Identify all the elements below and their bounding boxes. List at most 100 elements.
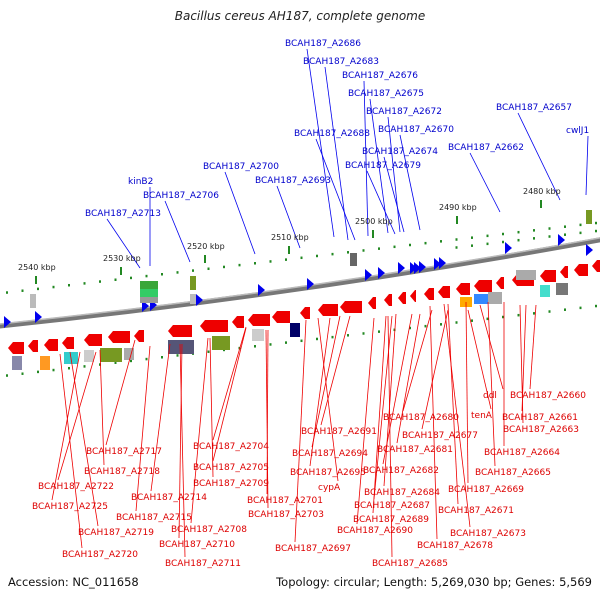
reverse-gene-arrow (592, 260, 600, 272)
reverse-leader-line (402, 309, 433, 412)
forward-gene-label-bcah187-a2700: BCAH187_A2700 (203, 162, 279, 172)
forward-gene-label-bcah187-a2686: BCAH187_A2686 (285, 39, 361, 49)
reverse-leader-line (178, 343, 183, 539)
reverse-gene-arrow (410, 290, 416, 302)
forward-gene-label-bcah187-a2670: BCAH187_A2670 (378, 125, 454, 135)
reverse-leader-line (309, 317, 331, 467)
forward-gene-arrow (378, 267, 385, 279)
forward-leader-line (363, 80, 369, 237)
reverse-leader-line (487, 301, 496, 467)
forward-gene-label-bcah187-a2683: BCAH187_A2683 (303, 57, 379, 67)
reverse-gene-label-bcah187-a2714: BCAH187_A2714 (131, 493, 207, 503)
reverse-gene-arrow (560, 266, 568, 278)
genome-backbone-layer (0, 237, 600, 329)
minor-tick (517, 238, 520, 242)
coordinate-label: 2540 kbp (18, 263, 56, 272)
feature-block (540, 285, 550, 297)
minor-tick (99, 363, 101, 366)
minor-tick (455, 238, 458, 241)
reverse-leader-line (179, 343, 186, 558)
forward-gene-arrow (196, 294, 203, 306)
reverse-leader-line (209, 337, 214, 478)
reverse-gene-label-bcah187-a2715: BCAH187_A2715 (116, 513, 192, 523)
minor-tick (176, 271, 179, 274)
reverse-leader-line (57, 351, 97, 481)
coordinate-label: 2480 kbp (523, 187, 561, 196)
forward-leader-line (469, 152, 501, 213)
reverse-gene-arrow (108, 331, 130, 343)
forward-leader-line (315, 138, 356, 241)
minor-tick (595, 304, 597, 308)
feature-block (350, 253, 357, 266)
reverse-gene-arrow (456, 283, 470, 295)
minor-tick (52, 285, 55, 289)
minor-tick (486, 242, 489, 246)
reverse-gene-label-bcah187-a2681: BCAH187_A2681 (377, 445, 453, 455)
feature-block (556, 283, 568, 295)
minor-tick (455, 321, 458, 324)
forward-leader-line (517, 112, 561, 201)
reverse-gene-label-bcah187-a2710: BCAH187_A2710 (159, 540, 235, 550)
forward-gene-label-bcah187-a2674: BCAH187_A2674 (362, 147, 438, 157)
reverse-leader-line (150, 343, 171, 492)
minor-tick (362, 332, 365, 335)
minor-tick (517, 230, 520, 234)
minor-tick (207, 350, 210, 354)
forward-gene-label-bcah187-a2679: BCAH187_A2679 (345, 161, 421, 171)
reverse-gene-label-bcah187-a2722: BCAH187_A2722 (38, 482, 114, 492)
reverse-gene-arrow (300, 307, 310, 319)
feature-block (190, 294, 196, 304)
minor-tick (409, 243, 411, 247)
feature-block (516, 270, 536, 280)
coordinate-label: 2510 kbp (271, 233, 309, 242)
reverse-gene-arrow (438, 286, 450, 298)
reverse-gene-label-bcah187-a2671: BCAH187_A2671 (438, 506, 514, 516)
reverse-leader-line (59, 353, 83, 549)
minor-tick (161, 356, 163, 359)
label-layer: 2480 kbp 2490 kbp 2500 kbp 2510 kbp 2520 kbp… (18, 39, 589, 569)
feature-block (140, 289, 158, 297)
reverse-gene-arrow (134, 330, 144, 342)
minor-tick (114, 278, 117, 281)
reverse-leader-line (212, 326, 247, 441)
minor-tick (564, 225, 566, 228)
forward-gene-arrow (505, 242, 512, 254)
minor-tick (409, 326, 411, 330)
minor-tick (533, 312, 535, 315)
feature-block (586, 210, 592, 224)
forward-leader-line (399, 134, 421, 231)
leader-line-layer (51, 48, 589, 558)
reverse-gene-label-bcah187-a2673: BCAH187_A2673 (450, 529, 526, 539)
reverse-gene-label-bcah187-a2697: BCAH187_A2697 (275, 544, 351, 554)
minor-tick (6, 291, 8, 294)
feature-block (190, 276, 196, 290)
forward-gene-arrow (398, 262, 405, 274)
forward-gene-arrow (4, 316, 11, 328)
coordinate-label: 2530 kbp (103, 254, 141, 263)
minor-tick (486, 234, 489, 238)
reverse-gene-arrow (248, 314, 270, 326)
feature-block (212, 336, 230, 350)
reverse-leader-line (135, 345, 151, 512)
forward-gene-arrow (439, 257, 446, 269)
feature-block (140, 297, 158, 303)
reverse-gene-label-bcah187-a2717: BCAH187_A2717 (86, 447, 162, 457)
minor-tick (285, 258, 287, 261)
reverse-leader-line (373, 315, 393, 500)
minor-tick (502, 232, 504, 236)
feature-block (124, 348, 134, 360)
reverse-leader-line (429, 305, 438, 540)
reverse-gene-label-bcah187-a2694: BCAH187_A2694 (292, 449, 368, 459)
minor-tick (285, 341, 287, 344)
forward-gene-label-bcah187-a2713: BCAH187_A2713 (85, 209, 161, 219)
reverse-leader-line (69, 351, 99, 527)
minor-tick (269, 343, 272, 346)
reverse-gene-label-bcah187-a2660: BCAH187_A2660 (510, 391, 586, 401)
reverse-leader-line (99, 349, 105, 466)
reverse-leader-line (383, 313, 397, 487)
minor-tick (533, 237, 535, 240)
reverse-gene-label-bcah187-a2708: BCAH187_A2708 (171, 525, 247, 535)
reverse-gene-arrow (474, 280, 492, 292)
feature-block (290, 323, 300, 337)
reverse-leader-line (51, 351, 81, 501)
